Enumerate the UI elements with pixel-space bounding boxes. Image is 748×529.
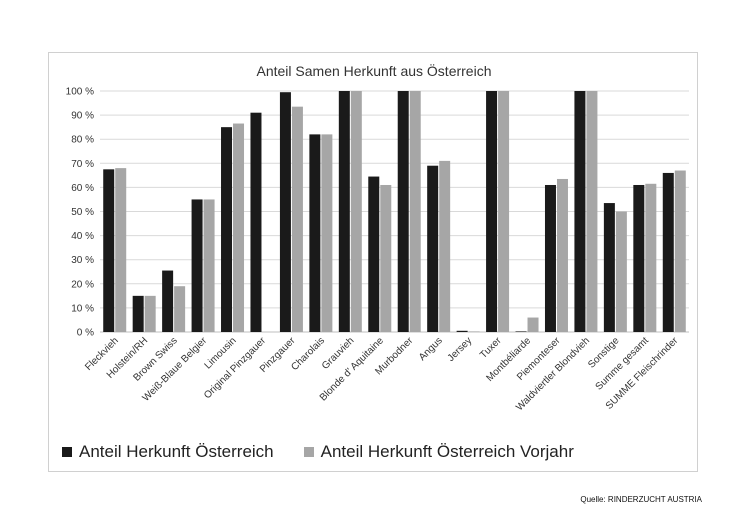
y-tick-label: 20 % [71, 279, 94, 290]
bar [556, 178, 568, 332]
bar [144, 295, 156, 332]
bar [427, 165, 439, 332]
x-tick-label: Tuxer [478, 335, 504, 361]
bar [586, 91, 598, 332]
bar [291, 106, 303, 332]
y-axis-ticks: 0 % 10 % 20 % 30 % 40 % 50 % 60 % 70 % 80 % 90 % 1… [66, 87, 94, 339]
bar [456, 330, 468, 332]
y-tick-label: 40 % [71, 231, 94, 242]
bar [527, 317, 539, 332]
bar [674, 170, 686, 332]
bar [468, 331, 480, 332]
legend-item-previous: Anteil Herkunft Österreich Vorjahr [303, 442, 574, 462]
bar [645, 183, 657, 332]
y-tick-label: 70 % [71, 159, 94, 170]
chart-title: Anteil Samen Herkunft aus Österreich [257, 62, 492, 79]
bar [368, 176, 380, 332]
bar [498, 91, 510, 332]
y-tick-label: 30 % [71, 255, 94, 266]
bar [191, 199, 203, 332]
bar [544, 184, 556, 332]
bar [515, 331, 527, 332]
bar [615, 211, 627, 332]
legend: Anteil Herkunft Österreich Anteil Herkun… [62, 442, 604, 462]
bar [321, 134, 333, 332]
y-tick-label: 0 % [77, 328, 94, 339]
bar [662, 172, 674, 332]
bar [221, 127, 233, 333]
bar [574, 91, 586, 332]
legend-item-current: Anteil Herkunft Österreich [62, 442, 274, 462]
bar [132, 295, 144, 332]
x-tick-label: Summe gesamt [594, 335, 651, 392]
y-tick-label: 100 % [66, 87, 94, 98]
bar [338, 91, 350, 332]
bar [115, 168, 127, 332]
bar [203, 199, 215, 332]
bar-chart: Anteil Samen Herkunft aus Österreich 0 %… [66, 62, 689, 413]
x-tick-label: Jersey [446, 335, 475, 364]
bar [233, 123, 245, 332]
bar [486, 91, 498, 332]
legend-swatch-current [62, 447, 72, 457]
legend-label-previous: Anteil Herkunft Österreich Vorjahr [320, 442, 574, 461]
chart-frame: Anteil Samen Herkunft aus Österreich 0 %… [48, 52, 698, 472]
y-tick-label: 90 % [71, 111, 94, 122]
bar [409, 91, 421, 332]
bar [397, 91, 409, 332]
bar [174, 286, 186, 332]
legend-label-current: Anteil Herkunft Österreich [79, 442, 274, 461]
bars [103, 91, 686, 333]
y-tick-label: 80 % [71, 135, 94, 146]
bar [103, 169, 115, 332]
bar [439, 160, 451, 332]
legend-swatch-previous [303, 447, 314, 457]
source-note: Quelle: RINDERZUCHT AUSTRIA [580, 495, 702, 504]
bar [309, 134, 321, 332]
bar [279, 92, 291, 332]
bar [162, 270, 174, 332]
y-tick-label: 10 % [71, 303, 94, 314]
y-tick-label: 50 % [71, 207, 94, 218]
bar [603, 203, 615, 332]
bar [250, 112, 262, 332]
x-tick-label: Angus [417, 335, 445, 363]
bar [633, 184, 645, 332]
bar [350, 91, 362, 332]
gridlines [100, 90, 689, 333]
bar [380, 184, 392, 332]
y-tick-label: 60 % [71, 183, 94, 194]
